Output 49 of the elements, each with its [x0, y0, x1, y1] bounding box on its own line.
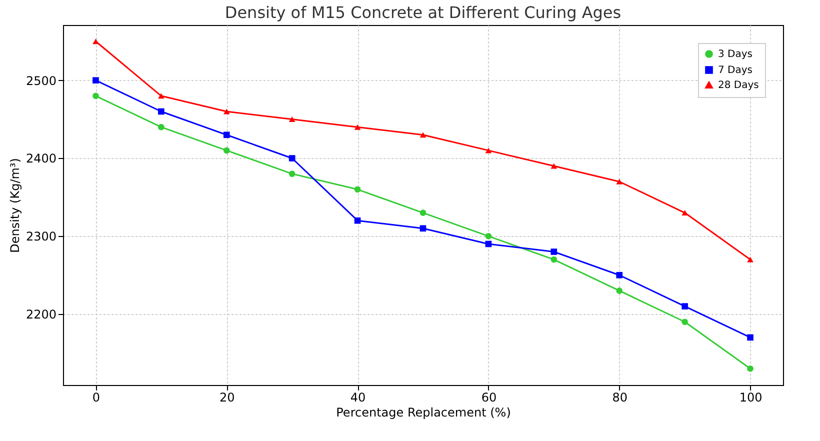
point	[485, 240, 492, 248]
point	[354, 217, 361, 224]
point	[158, 124, 164, 130]
point	[92, 77, 99, 84]
point	[747, 365, 754, 372]
point	[354, 186, 361, 193]
x-axis-title: Percentage Replacement (%)	[336, 406, 511, 420]
x-tick-label: 20	[219, 390, 235, 404]
legend-label: 28 Days	[718, 80, 759, 91]
point	[288, 155, 296, 162]
point	[616, 272, 623, 278]
point	[354, 124, 361, 130]
point	[747, 256, 754, 262]
y-tick-label: 2500	[26, 74, 56, 88]
point	[420, 132, 426, 138]
point	[550, 256, 558, 263]
point	[485, 148, 492, 154]
legend-label: 3 Days	[718, 49, 752, 60]
point	[682, 318, 688, 326]
point	[288, 116, 296, 122]
y-tick-label: 2300	[26, 230, 56, 244]
point	[420, 225, 426, 232]
y-tick-label: 2200	[26, 308, 56, 322]
y-axis-title: Density (Kg/m³)	[8, 158, 22, 253]
x-tick-label: 60	[481, 390, 497, 404]
legend-label: 7 Days	[718, 65, 752, 76]
point	[682, 210, 688, 216]
point	[92, 38, 99, 44]
point	[616, 178, 623, 184]
point	[420, 210, 426, 216]
point	[550, 163, 558, 169]
point	[288, 170, 296, 177]
point	[223, 132, 230, 138]
point	[158, 108, 164, 115]
y-tick-label: 2400	[26, 152, 56, 166]
x-tick-label: 0	[92, 390, 100, 404]
point	[92, 92, 99, 100]
point	[550, 248, 558, 255]
point	[485, 233, 492, 240]
point	[682, 303, 688, 310]
x-tick-label: 80	[612, 390, 628, 404]
point	[223, 108, 230, 114]
x-tick-label: 40	[350, 390, 366, 404]
point	[616, 288, 623, 294]
x-tick-label: 100	[739, 390, 762, 404]
point	[158, 93, 164, 99]
chart-title: Density of M15 Concrete at Different Curing Ages	[224, 3, 622, 22]
point	[223, 147, 230, 154]
point	[747, 334, 754, 341]
